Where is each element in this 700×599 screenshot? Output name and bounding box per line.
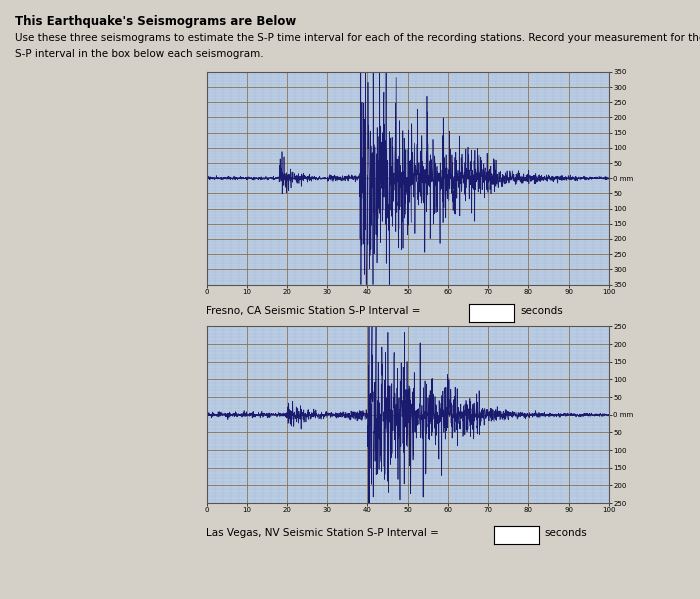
Text: seconds: seconds xyxy=(545,528,587,538)
Text: Las Vegas, NV Seismic Station S-P Interval =: Las Vegas, NV Seismic Station S-P Interv… xyxy=(206,528,440,538)
Text: Use these three seismograms to estimate the S-P time interval for each of the re: Use these three seismograms to estimate … xyxy=(15,33,700,43)
Text: S-P interval in the box below each seismogram.: S-P interval in the box below each seism… xyxy=(15,49,264,59)
Text: Fresno, CA Seismic Station S-P Interval =: Fresno, CA Seismic Station S-P Interval … xyxy=(206,307,421,316)
Text: seconds: seconds xyxy=(520,307,563,316)
Text: This Earthquake's Seismograms are Below: This Earthquake's Seismograms are Below xyxy=(15,15,297,28)
